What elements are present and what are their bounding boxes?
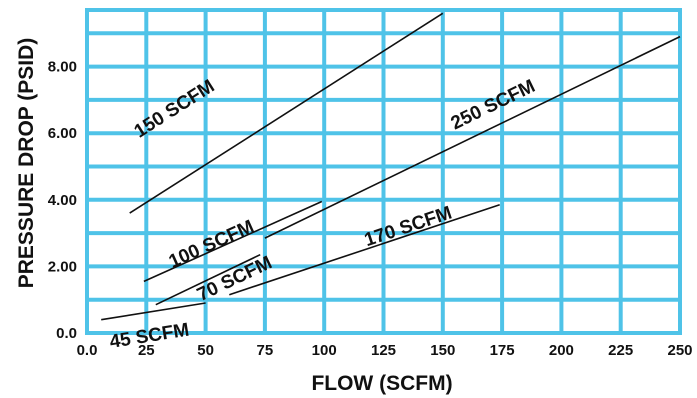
x-tick-label: 100	[312, 342, 337, 359]
x-tick-label: 125	[371, 342, 396, 359]
series-label: 170 SCFM	[362, 203, 455, 252]
series-label: 250 SCFM	[448, 76, 539, 135]
x-tick-labels: 0.0 25 50 75 100 125 150 175 200 225 250	[77, 342, 693, 359]
x-tick-label: 175	[490, 342, 515, 359]
y-axis-title: PRESSURE DROP (PSID)	[15, 38, 38, 289]
series-line	[101, 302, 206, 321]
series-line	[229, 204, 500, 296]
y-tick-labels: 0.0 2.00 4.00 6.00 8.00	[48, 59, 77, 342]
x-tick-label: 150	[430, 342, 455, 359]
y-tick-label: 8.00	[48, 59, 77, 76]
x-tick-label: 50	[197, 342, 214, 359]
y-tick-label: 4.00	[48, 192, 77, 209]
curves	[101, 12, 681, 321]
x-tick-label: 0.0	[77, 342, 98, 359]
x-tick-label: 75	[257, 342, 274, 359]
x-tick-label: 225	[608, 342, 633, 359]
series-line	[143, 200, 323, 283]
grid	[85, 8, 682, 335]
series-line	[129, 12, 444, 214]
y-tick-label: 6.00	[48, 125, 77, 142]
y-tick-label: 2.00	[48, 258, 77, 275]
x-tick-label: 250	[667, 342, 692, 359]
x-axis-title: FLOW (SCFM)	[311, 372, 452, 395]
x-tick-label: 25	[138, 342, 155, 359]
x-tick-label: 200	[549, 342, 574, 359]
series-line	[264, 35, 681, 239]
y-tick-label: 0.0	[56, 325, 77, 342]
series-line	[155, 253, 261, 306]
